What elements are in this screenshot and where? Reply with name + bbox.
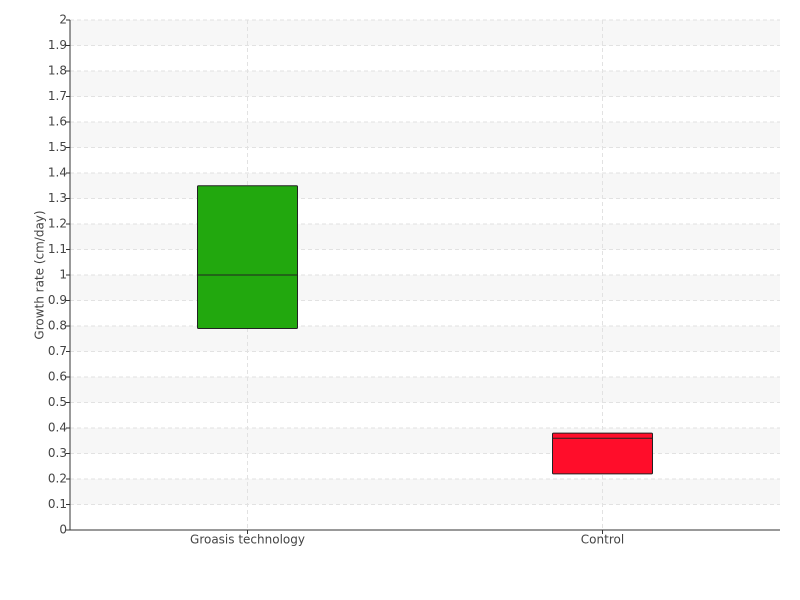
x-tick-label: Control — [581, 533, 624, 547]
stripe — [70, 224, 780, 250]
y-axis-label: Growth rate (cm/day) — [33, 210, 47, 339]
y-tick-label: 0.6 — [48, 370, 67, 384]
y-tick-label: 0.8 — [48, 319, 67, 333]
x-tick-label: Groasis technology — [190, 533, 305, 547]
stripe — [70, 326, 780, 352]
y-tick-label: 0.7 — [48, 344, 67, 358]
y-tick-label: 2 — [59, 13, 67, 27]
y-tick-label: 1.9 — [48, 38, 67, 52]
y-tick-label: 1.3 — [48, 191, 67, 205]
y-tick-label: 0.9 — [48, 293, 67, 307]
y-tick-label: 0.5 — [48, 395, 67, 409]
y-tick-label: 1.8 — [48, 64, 67, 78]
stripe — [70, 275, 780, 301]
y-tick-label: 0.4 — [48, 421, 67, 435]
stripe — [70, 428, 780, 454]
stripe — [70, 122, 780, 148]
y-tick-label: 0.3 — [48, 446, 67, 460]
stripe — [70, 479, 780, 505]
box — [552, 432, 653, 475]
y-tick-label: 0.2 — [48, 472, 67, 486]
stripe — [70, 71, 780, 97]
y-tick-label: 1.2 — [48, 217, 67, 231]
y-tick-label: 1.5 — [48, 140, 67, 154]
y-tick-label: 0 — [59, 523, 67, 537]
stripe — [70, 20, 780, 46]
stripe — [70, 173, 780, 199]
y-tick-label: 0.1 — [48, 497, 67, 511]
y-tick-label: 1 — [59, 268, 67, 282]
y-tick-label: 1.4 — [48, 166, 67, 180]
y-tick-label: 1.6 — [48, 115, 67, 129]
stripe — [70, 377, 780, 403]
y-tick-label: 1.7 — [48, 89, 67, 103]
y-tick-label: 1.1 — [48, 242, 67, 256]
box — [197, 185, 298, 330]
